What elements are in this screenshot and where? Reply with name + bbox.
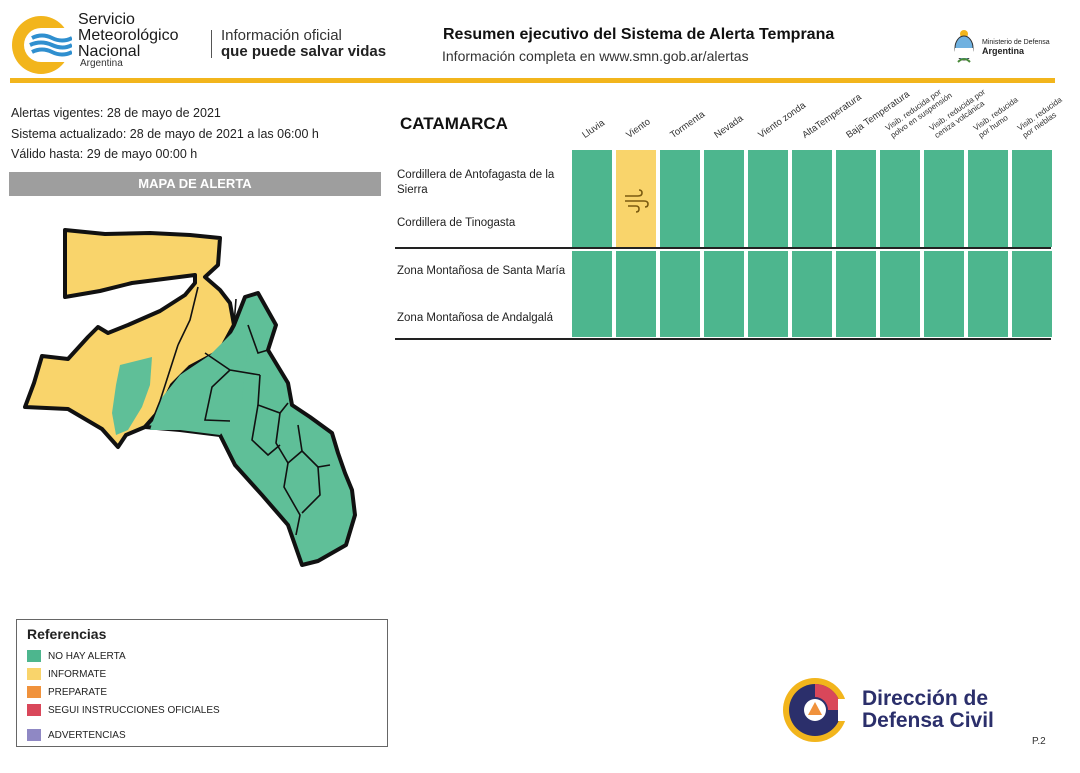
page-number: P.2 xyxy=(1032,736,1046,747)
reference-label: PREPARATE xyxy=(48,686,108,698)
reference-item: INFORMATE xyxy=(27,668,106,680)
reference-swatch xyxy=(27,704,41,716)
alert-cell xyxy=(968,150,1008,247)
alert-cell xyxy=(704,150,744,247)
alert-cell xyxy=(572,150,612,247)
reference-item: ADVERTENCIAS xyxy=(27,729,126,741)
column-header: Viento xyxy=(624,116,653,141)
column-header-line: Lluvia xyxy=(580,117,607,141)
alertas-vigentes: Alertas vigentes: 28 de mayo de 2021 xyxy=(11,106,221,120)
alert-cell xyxy=(968,251,1008,337)
valido-hasta: Válido hasta: 29 de mayo 00:00 h xyxy=(11,147,198,161)
org-name: Servicio Meteorológico Nacional xyxy=(78,12,179,60)
alert-cell xyxy=(748,150,788,247)
references-title: Referencias xyxy=(27,626,107,642)
defensa-civil-logo xyxy=(783,678,850,742)
column-header: Visib. reducida por nieblas xyxy=(1016,95,1069,140)
column-header: Viento zonda xyxy=(756,100,808,141)
smn-logo xyxy=(12,16,72,74)
sistema-actualizado: Sistema actualizado: 28 de mayo de 2021 … xyxy=(11,127,319,141)
reference-item: PREPARATE xyxy=(27,686,107,698)
row-divider xyxy=(395,247,1051,249)
map-region-no-alert-central xyxy=(150,325,250,435)
references-box: Referencias NO HAY ALERTA INFORMATE PREP… xyxy=(16,619,388,747)
alert-cell xyxy=(836,150,876,247)
department-borders xyxy=(151,286,331,536)
zone-label: Zona Montañosa de Santa María xyxy=(397,265,566,277)
alert-cell xyxy=(836,251,876,337)
reference-label: ADVERTENCIAS xyxy=(48,729,126,741)
alert-cell xyxy=(1012,251,1052,337)
alert-cell xyxy=(792,251,832,337)
reference-label: NO HAY ALERTA xyxy=(48,650,126,662)
alert-cell xyxy=(616,251,656,337)
map-region-no-alert-west xyxy=(112,357,152,435)
reference-item: SEGUI INSTRUCCIONES OFICIALES xyxy=(27,704,220,716)
alert-cell xyxy=(660,150,700,247)
alert-cell xyxy=(1012,150,1052,247)
alert-cell xyxy=(616,150,656,247)
defensa-civil-name: Dirección de Defensa Civil xyxy=(862,688,994,732)
coat-of-arms-icon xyxy=(954,30,974,63)
map-title: MAPA DE ALERTA xyxy=(9,172,381,196)
tagline: Información oficial que puede salvar vid… xyxy=(221,28,386,60)
column-header-line: Nevada xyxy=(712,113,746,141)
reference-item: NO HAY ALERTA xyxy=(27,650,126,662)
column-header: Tormenta xyxy=(668,109,708,141)
summary-subtitle: Información completa en www.smn.gob.ar/a… xyxy=(442,48,749,64)
header-rule xyxy=(10,78,1055,83)
header-divider xyxy=(211,30,212,58)
alert-cell xyxy=(924,251,964,337)
ministry-line2: Argentina xyxy=(982,46,1025,56)
reference-label: SEGUI INSTRUCCIONES OFICIALES xyxy=(48,704,220,716)
zone-label: Cordillera de Tinogasta xyxy=(397,217,516,229)
reference-swatch xyxy=(27,686,41,698)
zone-label: Zona Montañosa de Andalgalá xyxy=(397,312,554,324)
tagline-line1: Información oficial xyxy=(221,27,342,44)
alert-cell xyxy=(880,150,920,247)
reference-swatch xyxy=(27,729,41,741)
dc-line1: Dirección de xyxy=(862,687,989,710)
reference-swatch xyxy=(27,668,41,680)
ministry-line1: Ministerio de Defensa xyxy=(982,39,1050,46)
tagline-line2: que puede salvar vidas xyxy=(221,43,387,60)
alert-cell xyxy=(704,251,744,337)
alert-cell xyxy=(660,251,700,337)
reference-label: INFORMATE xyxy=(48,668,107,680)
summary-title: Resumen ejecutivo del Sistema de Alerta … xyxy=(443,26,835,43)
ministry-label: Ministerio de Defensa Argentina xyxy=(982,38,1050,56)
alert-map xyxy=(23,228,357,567)
column-header: Lluvia xyxy=(580,117,607,141)
map-region-informate xyxy=(23,228,236,449)
row-divider xyxy=(395,338,1051,340)
alert-cell xyxy=(880,251,920,337)
wind-icon xyxy=(625,189,649,213)
zone-label: Cordillera de Antofagasta de la Sierra xyxy=(397,169,555,196)
org-name-line: Servicio xyxy=(78,11,135,28)
org-name-line: Meteorológico xyxy=(78,27,179,44)
alert-cell xyxy=(748,251,788,337)
province-title: CATAMARCA xyxy=(400,114,508,133)
column-header: Nevada xyxy=(712,113,746,141)
alert-cell xyxy=(572,251,612,337)
column-header-line: Tormenta xyxy=(668,109,708,141)
alert-cell xyxy=(924,150,964,247)
column-header-line: Viento xyxy=(624,116,653,141)
reference-swatch xyxy=(27,650,41,662)
org-name-line: Nacional xyxy=(78,43,141,60)
column-header-line: Viento zonda xyxy=(756,100,808,141)
org-country: Argentina xyxy=(80,58,123,69)
alert-cell xyxy=(792,150,832,247)
dc-line2: Defensa Civil xyxy=(862,709,994,732)
